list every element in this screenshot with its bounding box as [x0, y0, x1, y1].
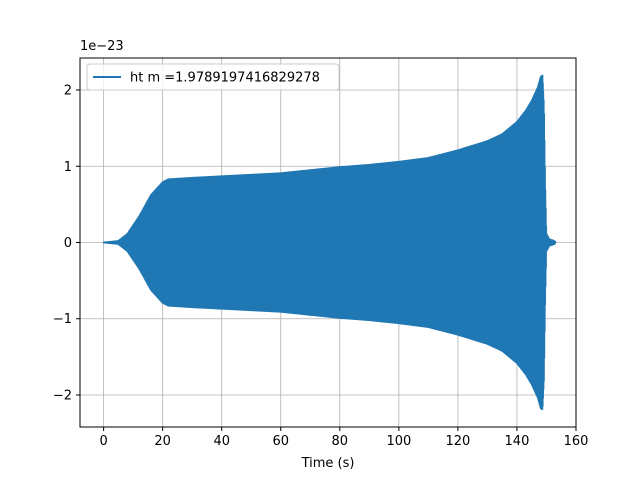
- y-tick-label: 2: [64, 84, 72, 99]
- legend: ht m =1.9789197416829278: [86, 63, 340, 91]
- x-tick-label: 60: [272, 434, 289, 449]
- x-tick-label: 100: [386, 434, 411, 449]
- x-ticks: 0 20 40 60 80 100 120 140 160: [99, 427, 588, 449]
- x-tick-label: 80: [332, 434, 349, 449]
- x-tick-label: 160: [564, 434, 589, 449]
- legend-box: [86, 63, 340, 91]
- x-axis-label: Time (s): [301, 456, 355, 471]
- x-tick-label: 140: [505, 434, 530, 449]
- y-ticks: −2 −1 0 1 2: [53, 84, 80, 403]
- legend-entry: ht m =1.9789197416829278: [130, 71, 320, 86]
- x-tick-label: 40: [213, 434, 230, 449]
- y-tick-label: −2: [53, 388, 72, 403]
- y-tick-label: 0: [64, 236, 72, 251]
- x-tick-label: 120: [445, 434, 470, 449]
- x-tick-label: 0: [99, 434, 107, 449]
- y-tick-label: 1: [64, 160, 72, 175]
- y-offset-label: 1e−23: [80, 39, 124, 54]
- waveform-series: [102, 74, 557, 411]
- y-tick-label: −1: [53, 312, 72, 327]
- x-tick-label: 20: [154, 434, 171, 449]
